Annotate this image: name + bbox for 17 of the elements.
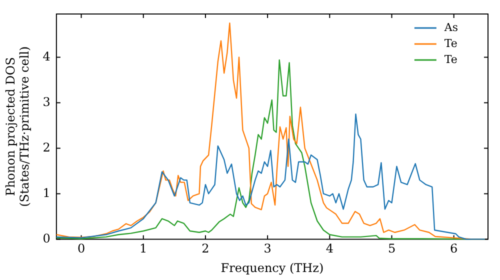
x-tick-label: 1 (140, 242, 148, 256)
y-tick-label: 3 (42, 94, 50, 109)
x-tick-label: 0 (77, 242, 86, 256)
y-tick-label: 4 (42, 49, 51, 64)
legend-label: Te (444, 52, 458, 66)
y-axis-title: Phonon projected DOS (States/THz·primitive cell) (3, 46, 32, 207)
x-tick-label: 4 (326, 242, 334, 256)
x-tick-label: 2 (202, 242, 210, 256)
x-tick-label: 3 (264, 242, 272, 256)
y-tick-label: 0 (42, 231, 50, 246)
y-tick-label: 1 (42, 186, 50, 200)
x-tick-label: 5 (388, 242, 396, 256)
x-axis-title: Frequency (THz) (220, 260, 324, 275)
y-tick-label: 2 (42, 140, 50, 154)
x-tick-label: 6 (450, 242, 458, 256)
legend-label: Te (444, 36, 458, 50)
legend-label: As (443, 20, 458, 34)
